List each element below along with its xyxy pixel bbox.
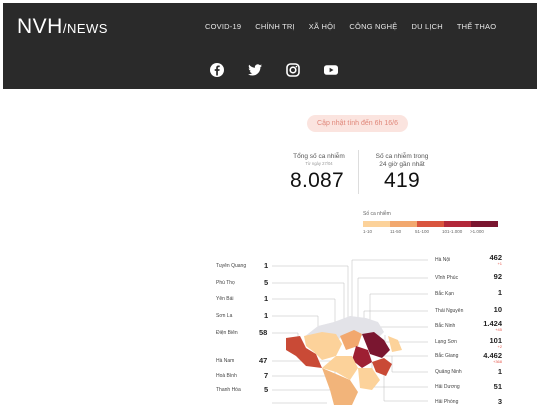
vietnam-map (272, 259, 428, 405)
province-label-hoa-binh: Hoà Bình (216, 373, 237, 379)
legend-label-2: 11-50 (390, 229, 402, 234)
province-value-thanh-hoa: 5 (264, 385, 269, 394)
province-value-lang-son: 101 (489, 336, 502, 345)
legend-label-3: 51-100 (415, 229, 430, 234)
site-logo[interactable]: NVH/NEWS (17, 15, 108, 39)
province-label-quang-ninh: Quảng Ninh (435, 369, 462, 375)
province-value-vinh-phuc: 92 (493, 272, 502, 281)
total-cases-value: 8.087 (289, 169, 345, 192)
province-label-ha-nam: Hà Nam (216, 358, 235, 364)
main-nav: COVID-19 CHÍNH TRỊ XÃ HỘI CÔNG NGHỆ DU L… (205, 22, 496, 31)
province-label-thai-nguyen: Thái Nguyên (435, 308, 464, 314)
logo-main: NVH (17, 15, 63, 38)
province-value-quang-ninh: 1 (497, 367, 502, 376)
legend-swatch-4 (444, 221, 471, 227)
legend-swatch-2 (390, 221, 417, 227)
province-value-bac-giang: 4.462 (483, 351, 502, 360)
province-value-yen-bai: 1 (264, 294, 269, 303)
province-label-bac-kan: Bắc Kạn (435, 291, 454, 297)
province-value-tuyen-quang: 1 (264, 261, 269, 270)
province-label-lang-son: Lạng Sơn (435, 339, 457, 345)
province-value-son-la: 1 (264, 311, 269, 320)
province-label-hai-duong: Hải Dương (435, 384, 460, 390)
legend-label-4: 101-1.000 (442, 229, 463, 234)
social-links (209, 62, 339, 78)
instagram-icon[interactable] (285, 62, 301, 78)
legend-swatch-1 (363, 221, 390, 227)
province-delta-bac-ninh: +45 (495, 327, 502, 332)
province-value-bac-ninh: 1.424 (483, 319, 502, 328)
province-label-phu-tho: Phú Thọ (216, 280, 235, 286)
recent-cases-value: 419 (384, 169, 420, 192)
total-cases-label: Tổng số ca nhiễm (293, 153, 345, 160)
province-value-ha-noi: 462 (489, 253, 502, 262)
legend-label-1: 1-10 (363, 229, 373, 234)
province-label-bac-giang: Bắc Giang (435, 353, 459, 359)
legend-label-5: >1.000 (470, 229, 484, 234)
province-delta-bac-giang: +368 (492, 359, 502, 364)
province-delta-lang-son: +2 (497, 344, 502, 349)
province-value-thai-nguyen: 10 (493, 305, 502, 314)
site-header: NVH/NEWS COVID-19 CHÍNH TRỊ XÃ HỘI CÔNG … (3, 3, 537, 89)
province-label-tuyen-quang: Tuyên Quang (216, 263, 247, 269)
legend-color-bar (363, 221, 498, 227)
province-value-hai-phong: 3 (497, 397, 502, 405)
legend-title: Số ca nhiễm (363, 211, 391, 217)
update-notice: Cập nhật tính đến 6h 16/6 (307, 115, 408, 132)
province-label-bac-ninh: Bắc Ninh (435, 323, 456, 329)
province-label-son-la: Sơn La (216, 313, 233, 319)
legend-swatch-3 (417, 221, 444, 227)
province-value-bac-kan: 1 (497, 288, 502, 297)
nav-item-du-lich[interactable]: DU LỊCH (411, 22, 443, 31)
nav-item-covid[interactable]: COVID-19 (205, 22, 242, 31)
province-value-hai-duong: 51 (493, 382, 502, 391)
twitter-icon[interactable] (247, 62, 263, 78)
province-value-phu-tho: 5 (264, 278, 269, 287)
province-label-dien-bien: Điện Biên (216, 330, 238, 336)
province-value-hoa-binh: 7 (264, 371, 269, 380)
province-label-vinh-phuc: Vĩnh Phúc (435, 275, 459, 281)
recent-cases-label: Số ca nhiễm trong 24 giờ gần nhất (363, 153, 441, 169)
province-label-yen-bai: Yên Bái (216, 296, 234, 302)
province-label-ha-noi: Hà Nội (435, 257, 451, 263)
nav-item-cong-nghe[interactable]: CÔNG NGHỆ (349, 22, 398, 31)
logo-sub: /NEWS (62, 21, 108, 36)
nav-item-xa-hoi[interactable]: XÃ HỘI (308, 22, 336, 31)
province-value-dien-bien: 58 (259, 328, 268, 337)
recent-cases-label-line1: Số ca nhiễm trong (375, 153, 429, 160)
legend-labels: 1-10 11-50 51-100 101-1.000 >1.000 (363, 229, 503, 237)
recent-cases-label-line2: 24 giờ gần nhất (379, 160, 425, 168)
province-value-ha-nam: 47 (259, 356, 268, 365)
legend-swatch-5 (471, 221, 498, 227)
facebook-icon[interactable] (209, 62, 225, 78)
youtube-icon[interactable] (323, 62, 339, 78)
total-cases-sub: Từ ngày 27/04 (305, 161, 333, 166)
province-delta-ha-noi: +1 (497, 261, 502, 266)
nav-item-the-thao[interactable]: THỂ THAO (456, 22, 497, 31)
stats-divider (358, 150, 359, 194)
province-label-thanh-hoa: Thanh Hóa (216, 387, 241, 393)
nav-item-chinh-tri[interactable]: CHÍNH TRỊ (255, 22, 295, 31)
province-label-hai-phong: Hải Phòng (435, 399, 459, 405)
